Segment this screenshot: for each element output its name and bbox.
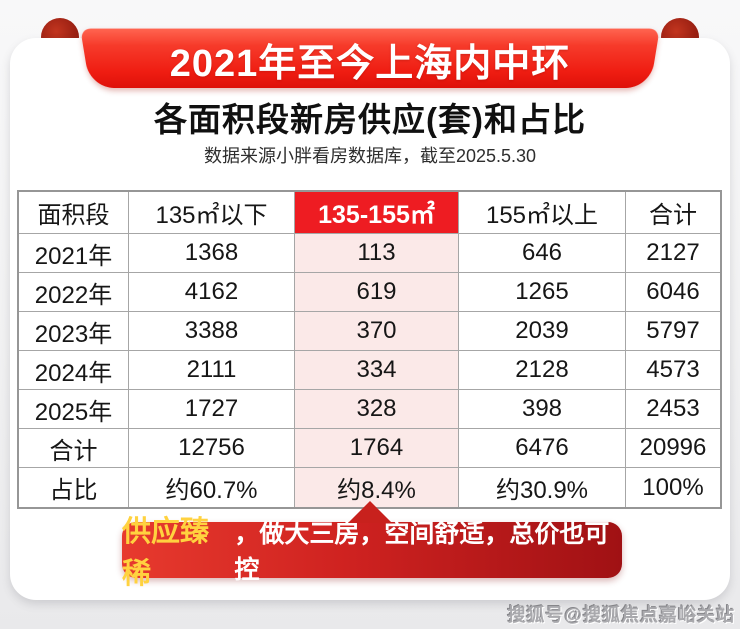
- callout-text: ，做大三房，空间舒适，总价也可控: [234, 520, 610, 584]
- content-card: 各面积段新房供应(套)和占比 数据来源小胖看房数据库，截至2025.5.30 面…: [10, 38, 730, 600]
- table-cell: 398: [459, 390, 626, 428]
- table-cell-highlighted: 370: [295, 312, 459, 350]
- table-header-row: 面积段 135㎡以下 135-155㎡ 155㎡以上 合计: [19, 192, 720, 234]
- table-cell-highlighted: 328: [295, 390, 459, 428]
- data-source-note: 数据来源小胖看房数据库，截至2025.5.30: [203, 146, 537, 166]
- column-header-above-155: 155㎡以上: [459, 192, 626, 233]
- table-cell: 4573: [646, 356, 700, 383]
- table-cell-highlighted: 113: [295, 234, 459, 272]
- table-row-2024: 2024年 2111 334 2128 4573: [19, 351, 720, 390]
- column-header-total: 合计: [649, 202, 697, 229]
- table-cell: 4162: [129, 273, 295, 311]
- table-cell: 2453: [646, 395, 700, 422]
- table-cell: 2039: [459, 312, 626, 350]
- table-row-2022: 2022年 4162 619 1265 6046: [19, 273, 720, 312]
- row-label: 合计: [19, 429, 129, 467]
- table-cell-highlighted: 334: [295, 351, 459, 389]
- table-cell: 5797: [646, 317, 700, 344]
- table-row-2025: 2025年 1727 328 398 2453: [19, 390, 720, 429]
- page-title: 各面积段新房供应(套)和占比: [154, 101, 586, 138]
- row-label: 2023年: [19, 312, 129, 350]
- table-cell: 1727: [129, 390, 295, 428]
- row-label: 2024年: [19, 351, 129, 389]
- table-cell: 100%: [642, 473, 704, 501]
- table-row-total: 合计 12756 1764 6476 20996: [19, 429, 720, 468]
- table-cell: 约30.9%: [459, 468, 626, 507]
- row-label: 2025年: [19, 390, 129, 428]
- supply-table: 面积段 135㎡以下 135-155㎡ 155㎡以上 合计 2021年 1368…: [17, 190, 722, 509]
- column-header-135-155-highlighted: 135-155㎡: [295, 192, 459, 233]
- table-cell: 2111: [129, 351, 295, 389]
- callout-banner: 供应臻稀 ，做大三房，空间舒适，总价也可控: [122, 501, 622, 590]
- table-cell: 2127: [646, 239, 700, 266]
- banner-title: 2021年至今上海内中环: [169, 42, 571, 85]
- table-row-2023: 2023年 3388 370 2039 5797: [19, 312, 720, 351]
- table-cell: 6046: [646, 278, 700, 305]
- row-label: 2021年: [19, 234, 129, 272]
- table-cell: 12756: [129, 429, 295, 467]
- table-cell: 3388: [129, 312, 295, 350]
- table-cell: 20996: [639, 434, 707, 461]
- table-cell: 约60.7%: [129, 468, 295, 507]
- column-header-below-135: 135㎡以下: [129, 192, 295, 233]
- table-cell-highlighted: 1764: [295, 429, 459, 467]
- table-cell: 1368: [129, 234, 295, 272]
- column-header-area-segment: 面积段: [19, 192, 129, 233]
- callout-pointer-icon: [348, 501, 392, 523]
- table-cell-highlighted: 619: [295, 273, 459, 311]
- table-cell: 6476: [459, 429, 626, 467]
- watermark: 搜狐号@搜狐焦点嘉峪关站: [507, 605, 735, 625]
- table-row-share: 占比 约60.7% 约8.4% 约30.9% 100%: [19, 468, 720, 507]
- table-cell-highlighted: 约8.4%: [295, 468, 459, 507]
- table-cell: 1265: [459, 273, 626, 311]
- table-cell: 646: [459, 234, 626, 272]
- callout-highlight: 供应臻稀: [122, 516, 210, 590]
- table-row-2021: 2021年 1368 113 646 2127: [19, 234, 720, 273]
- header-ribbon: 2021年至今上海内中环: [80, 28, 660, 88]
- row-label: 2022年: [19, 273, 129, 311]
- table-cell: 2128: [459, 351, 626, 389]
- row-label: 占比: [19, 468, 129, 507]
